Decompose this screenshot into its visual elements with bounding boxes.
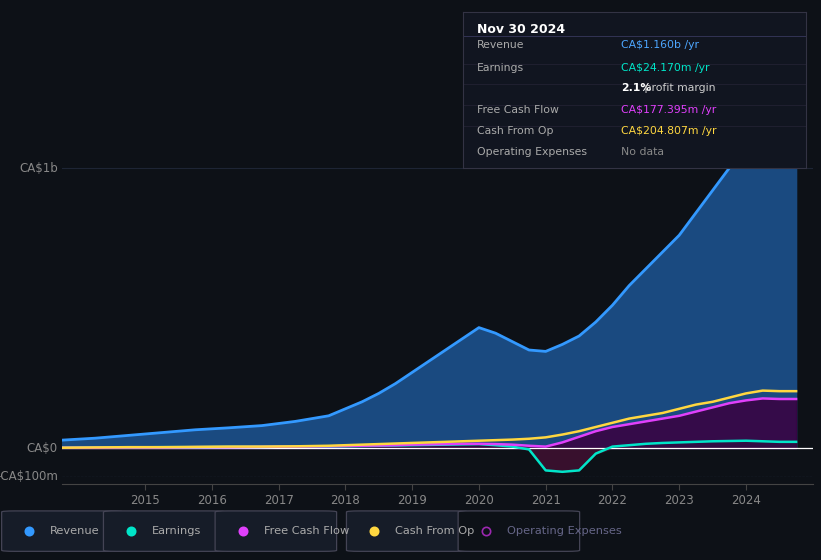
Text: Cash From Op: Cash From Op — [477, 126, 553, 136]
Text: CA$177.395m /yr: CA$177.395m /yr — [621, 105, 716, 115]
Text: 2.1%: 2.1% — [621, 83, 651, 93]
Text: No data: No data — [621, 147, 664, 157]
Text: Revenue: Revenue — [477, 40, 525, 50]
Text: Operating Expenses: Operating Expenses — [507, 526, 621, 535]
Text: -CA$100m: -CA$100m — [0, 469, 57, 483]
Text: Cash From Op: Cash From Op — [395, 526, 475, 535]
Text: Earnings: Earnings — [477, 63, 524, 73]
Text: CA$1b: CA$1b — [19, 161, 57, 175]
Text: CA$204.807m /yr: CA$204.807m /yr — [621, 126, 717, 136]
Text: CA$24.170m /yr: CA$24.170m /yr — [621, 63, 709, 73]
FancyBboxPatch shape — [346, 511, 468, 552]
Text: CA$0: CA$0 — [27, 441, 57, 455]
Text: profit margin: profit margin — [641, 83, 716, 93]
Text: Earnings: Earnings — [152, 526, 201, 535]
FancyBboxPatch shape — [458, 511, 580, 552]
Text: Revenue: Revenue — [50, 526, 100, 535]
Text: Operating Expenses: Operating Expenses — [477, 147, 587, 157]
Text: Nov 30 2024: Nov 30 2024 — [477, 23, 565, 36]
FancyBboxPatch shape — [215, 511, 337, 552]
Text: CA$1.160b /yr: CA$1.160b /yr — [621, 40, 699, 50]
FancyBboxPatch shape — [2, 511, 123, 552]
Text: Free Cash Flow: Free Cash Flow — [477, 105, 558, 115]
FancyBboxPatch shape — [103, 511, 225, 552]
Text: Free Cash Flow: Free Cash Flow — [264, 526, 349, 535]
